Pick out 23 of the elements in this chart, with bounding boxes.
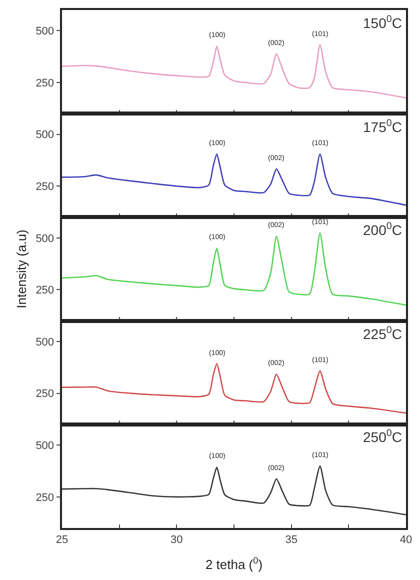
x-tick-label: 35 <box>285 534 298 546</box>
y-tick-label: 250 <box>36 388 54 400</box>
x-tick-label: 40 <box>400 534 412 546</box>
annotation: 225$^{0}$C <box>363 325 402 342</box>
x-tick-label: 25 <box>56 534 68 546</box>
y-tick-label: 500 <box>36 440 54 452</box>
line-series <box>62 465 406 516</box>
y-tick-label: 250 <box>36 77 54 90</box>
y-axis-title: Intensity (a.u) <box>14 230 30 308</box>
y-tick-label: 250 <box>36 492 54 504</box>
annotation: 175$^{0}$C <box>363 118 402 135</box>
y-tick-label: 500 <box>36 232 54 245</box>
y-tick-label: 500 <box>36 26 54 38</box>
line-series <box>62 153 406 206</box>
y-tick-label: 500 <box>36 336 54 348</box>
annotation: 150$^{0}$C <box>363 14 402 31</box>
annotation: 200$^{0}$C <box>363 221 402 238</box>
x-tick-label: 30 <box>170 534 183 546</box>
x-axis-title: 2 tetha ($^{0}$) <box>205 556 263 572</box>
y-tick-label: 500 <box>36 129 54 142</box>
y-tick-label: 250 <box>36 284 54 297</box>
y-tick-label: 250 <box>36 180 54 193</box>
annotation: 250$^{0}$C <box>363 428 402 445</box>
